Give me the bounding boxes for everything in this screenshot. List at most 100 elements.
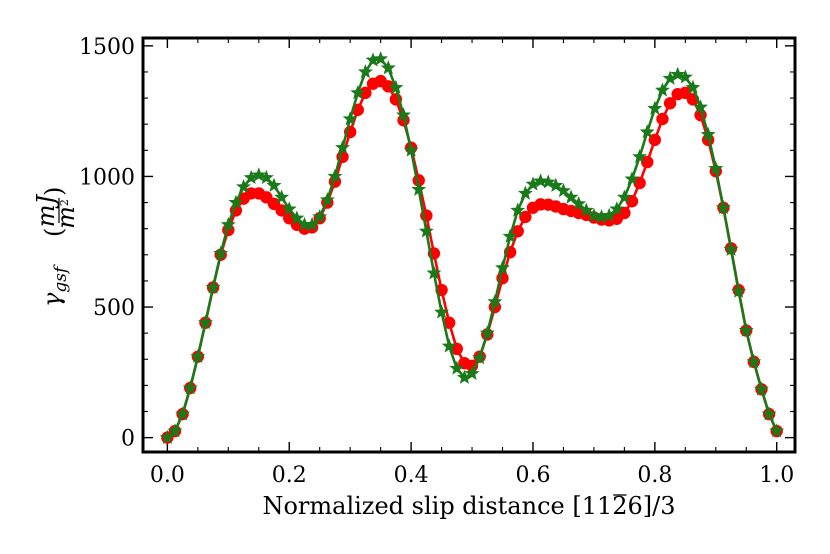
data-point [418,223,434,238]
data-point [648,133,662,147]
data-point [639,124,655,139]
data-point [656,112,669,126]
x-tick-label: 0.6 [515,463,550,488]
data-point [258,169,274,185]
data-point [281,201,297,216]
data-point [510,202,526,217]
y-tick-label: 0 [121,427,135,452]
data-point [655,82,670,97]
data-point [441,338,457,353]
series-line [166,79,778,439]
data-point [251,167,267,182]
y-axis-title: γgsf ( mJ m2 ) [32,187,80,307]
data-point [738,322,754,337]
series-line [166,57,778,439]
data-point [586,207,602,222]
data-point [167,423,183,438]
y-axis-title-open-paren: ( [40,228,68,237]
y-tick-label: 500 [93,296,135,321]
data-point [487,293,503,309]
data-point [548,177,564,192]
series-layer [159,51,785,444]
data-point [388,79,404,94]
data-point [609,201,625,216]
data-point [426,265,442,280]
data-point [708,160,724,175]
data-point [693,99,709,114]
data-point [754,381,769,396]
data-point [335,139,351,155]
data-point [319,192,335,207]
y-tick-label: 1000 [79,165,135,190]
data-point [382,80,395,93]
data-point [677,69,693,84]
data-point [175,406,191,421]
data-point [624,171,640,186]
data-point [731,283,747,298]
series-green [159,51,785,444]
data-point [578,202,594,217]
data-point [633,176,646,190]
data-point [411,181,427,196]
y-axis-title-numerator: mJ [32,193,60,227]
data-point [663,97,677,110]
data-point [761,406,777,421]
data-point [616,189,632,204]
data-point [502,228,518,243]
y-axis-title-subscript: gsf [51,264,71,293]
data-point [449,360,465,375]
data-point [205,279,221,294]
data-point [350,85,366,100]
data-point [182,380,198,395]
series-red [161,74,783,444]
data-point [312,209,328,224]
data-point [769,423,785,438]
data-point [274,189,290,204]
data-point [555,182,571,198]
data-point [304,216,320,232]
data-point [685,79,701,94]
data-point [533,173,549,188]
data-point [571,196,587,211]
data-point [220,216,236,232]
data-point [641,155,654,169]
data-point [540,174,556,189]
data-point [670,66,686,81]
x-axis-title-prefix: Normalized slip distance [11 [262,492,612,520]
data-point [359,86,372,100]
y-tick-label: 1500 [79,35,135,60]
data-point [403,142,419,157]
x-axis-title-overbar-digit: 2 [612,492,627,520]
data-point [396,107,411,122]
data-point [342,111,358,126]
data-point [472,350,488,365]
data-point [625,195,639,208]
data-point [213,245,229,260]
data-point [700,126,716,141]
tick-labels: 0.0 0.2 0.4 0.6 0.8 1.0 0 500 1000 1500 [79,35,794,488]
data-point [715,199,731,215]
data-point [190,348,206,364]
y-axis-title-denominator: m2 [52,199,80,229]
data-point [266,177,282,192]
y-axis-title-close-paren: ) [40,187,68,196]
data-point [289,210,305,225]
data-point [495,260,510,275]
data-point [228,194,244,209]
data-point [198,314,213,330]
x-tick-label: 1.0 [759,463,794,488]
x-tick-label: 0.4 [394,463,429,488]
data-point [434,304,450,319]
data-point [464,365,480,380]
data-point [723,241,739,256]
x-tick-label: 0.2 [272,463,307,488]
plot-frame [141,36,797,454]
data-point [519,210,532,224]
data-point [647,100,663,115]
data-point [563,189,579,204]
data-point [479,325,495,340]
data-point [632,149,648,164]
x-axis-title: Normalized slip distance [1126]/3 [262,492,675,520]
data-point [327,168,343,183]
y-axis-title-gamma: γgsf [38,264,71,307]
